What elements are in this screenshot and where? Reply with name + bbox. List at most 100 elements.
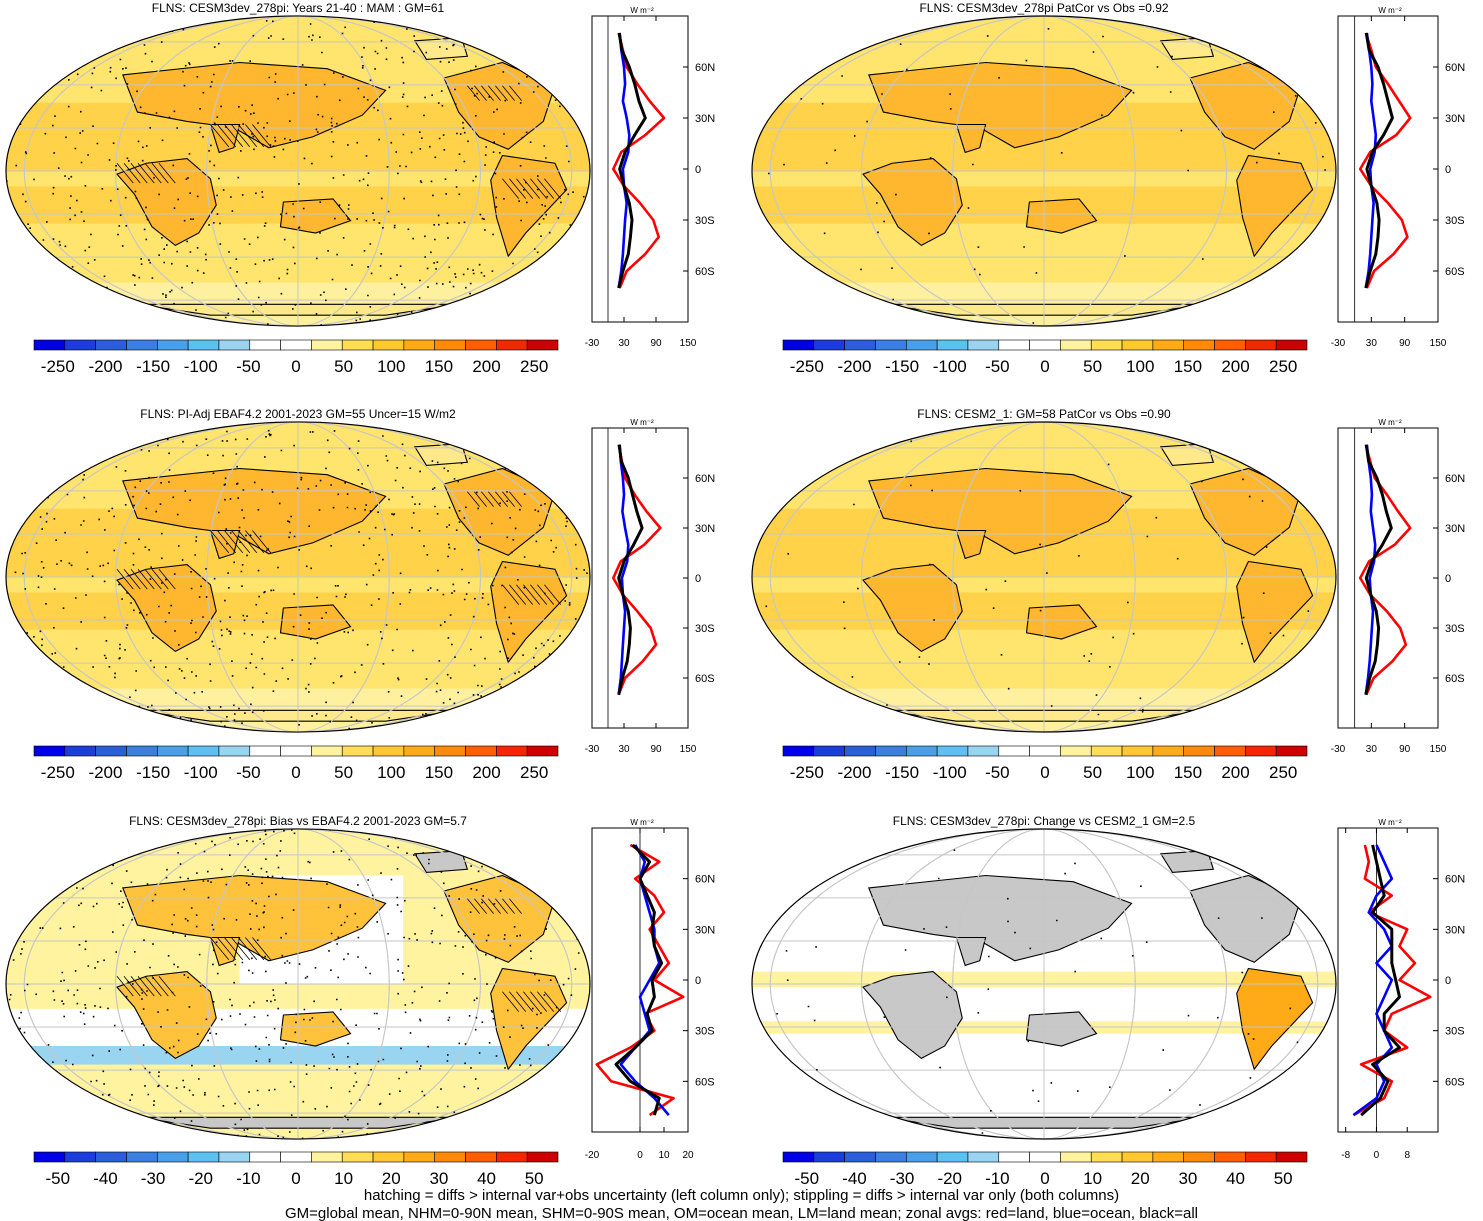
map-title: FLNS: CESM3dev_278pi PatCor vs Obs =0.92: [919, 1, 1168, 15]
profile-x-tick-label: 0: [1374, 1150, 1380, 1161]
colorbar-swatch: [1060, 339, 1092, 351]
colorbar-swatch: [465, 339, 497, 351]
colorbar-tick-label: 50: [334, 763, 353, 782]
colorbar-swatch: [434, 1151, 466, 1163]
continent-samerica: [1236, 560, 1314, 664]
profile-x-tick-label: 90: [650, 744, 662, 755]
profile-unit-label: W m⁻²: [630, 418, 654, 427]
continent-samerica: [490, 154, 568, 258]
colorbar-tick-label: 0: [1040, 763, 1049, 782]
colorbar-swatch: [341, 745, 374, 757]
colorbar-swatch: [1214, 1151, 1246, 1163]
colorbar-swatch: [187, 745, 220, 757]
colorbar-tick-label: -100: [184, 357, 218, 376]
continent-africa: [116, 158, 217, 247]
profile-y-tick-label: 60S: [1445, 1076, 1465, 1088]
colorbar-swatch: [936, 745, 969, 757]
map-field: [6, 828, 590, 1140]
continent-samerica: [1236, 967, 1314, 1071]
continent-africa: [862, 971, 963, 1060]
colorbar-swatch: [465, 1151, 497, 1163]
colorbar-swatch: [218, 745, 251, 757]
colorbar-swatch: [156, 339, 189, 351]
colorbar-swatch: [875, 1151, 907, 1163]
profile-series-line: [617, 444, 644, 696]
profile-frame: [1337, 427, 1439, 729]
profile-frame: [591, 427, 689, 729]
profile-y-tick-label: 30N: [695, 113, 715, 125]
colorbar-swatch: [1090, 745, 1123, 757]
colorbar-tick-label: -50: [236, 763, 261, 782]
colorbar-swatch: [280, 745, 312, 757]
map-title: FLNS: CESM2_1: GM=58 PatCor vs Obs =0.90: [917, 407, 1171, 421]
colorbar-tick-label: 50: [1083, 357, 1102, 376]
colorbar-swatch: [496, 745, 528, 757]
profile-series-line: [1352, 844, 1394, 1117]
profile-unit-label: W m⁻²: [1378, 818, 1402, 827]
colorbar-tick-label: 20: [382, 1169, 401, 1188]
colorbar-tick-label: 30: [1178, 1169, 1197, 1188]
profile-x-tick-label: 30: [1366, 338, 1378, 349]
profile-series-line: [1360, 844, 1401, 1117]
profile-y-tick-label: 60N: [695, 62, 715, 74]
colorbar-swatch: [1245, 1151, 1277, 1163]
colorbar-swatch: [156, 1151, 189, 1163]
colorbar-tick-label: 0: [291, 357, 300, 376]
colorbar-tick-label: 250: [520, 357, 548, 376]
colorbar-swatch: [1183, 339, 1215, 351]
profile-y-tick-label: 60N: [695, 874, 715, 886]
profile-unit-label: W m⁻²: [1378, 418, 1402, 427]
map-border: [5, 421, 591, 733]
profile-y-tick-label: 30N: [1445, 523, 1465, 535]
map-panel-0: FLNS: CESM3dev_278pi: Years 21-40 : MAM …: [5, 1, 591, 327]
profile-y-tick-label: 30S: [695, 1026, 715, 1038]
continent-india: [955, 529, 987, 560]
colorbar-tick-label: 100: [1126, 763, 1154, 782]
colorbar-swatch: [1275, 339, 1308, 351]
colorbar-swatch: [526, 745, 559, 757]
profile-y-tick-label: 0: [695, 573, 701, 585]
profile-y-tick-label: 30S: [695, 623, 715, 635]
profile-series-line: [617, 444, 630, 695]
profile-x-tick-label: -30: [1331, 338, 1346, 349]
grid-meridian: [769, 16, 1319, 326]
colorbar-swatch: [967, 745, 1000, 757]
colorbar-swatch: [1152, 1151, 1185, 1163]
colorbar-tick-label: -200: [88, 763, 122, 782]
continent-samerica: [1236, 154, 1314, 258]
colorbar-swatch: [782, 339, 815, 351]
footer-legend-means: GM=global mean, NHM=0-90N mean, SHM=0-90…: [284, 1205, 1198, 1221]
colorbar-tick-label: -30: [890, 1169, 915, 1188]
profile-y-tick-label: 60S: [695, 266, 715, 278]
profile-x-tick-label: 0: [637, 1150, 643, 1161]
profile-y-tick-label: 0: [695, 975, 701, 987]
profile-frame: [1337, 15, 1439, 323]
profile-x-tick-label: -20: [585, 1150, 600, 1161]
colorbar-swatch: [875, 745, 907, 757]
map-panel-4: FLNS: PI-Adj EBAF4.2 2001-2023 GM=55 Unc…: [5, 407, 591, 733]
colorbar-tick-label: -50: [46, 1169, 71, 1188]
colorbar-swatch: [64, 339, 96, 351]
footer-legend-hatching: hatching = diffs > internal var+obs unce…: [363, 1187, 1120, 1204]
colorbar-swatch: [1060, 1151, 1092, 1163]
colorbar-swatch: [905, 1151, 938, 1163]
profile-series-line: [1364, 444, 1377, 695]
profile-y-tick-label: 30N: [695, 924, 715, 936]
colorbar-tick-label: -250: [790, 763, 824, 782]
continent-greenland: [1159, 850, 1215, 873]
colorbar-swatch: [844, 339, 876, 351]
colorbar-swatch: [1029, 1151, 1061, 1163]
colorbar-tick-label: -150: [885, 357, 919, 376]
map-border: [751, 421, 1337, 733]
colorbar-tick-label: 50: [334, 357, 353, 376]
colorbar-swatch: [1275, 745, 1308, 757]
colorbar-swatch: [64, 745, 96, 757]
colorbar-tick-label: 30: [429, 1169, 448, 1188]
colorbar-tick-label: -50: [236, 357, 261, 376]
colorbar-swatch: [33, 339, 66, 351]
map-field: [6, 421, 590, 733]
colorbar-swatch: [998, 1151, 1030, 1163]
colorbar-tick-label: -200: [88, 357, 122, 376]
grid-meridian: [769, 422, 1319, 732]
colorbar-tick-label: 10: [1083, 1169, 1102, 1188]
